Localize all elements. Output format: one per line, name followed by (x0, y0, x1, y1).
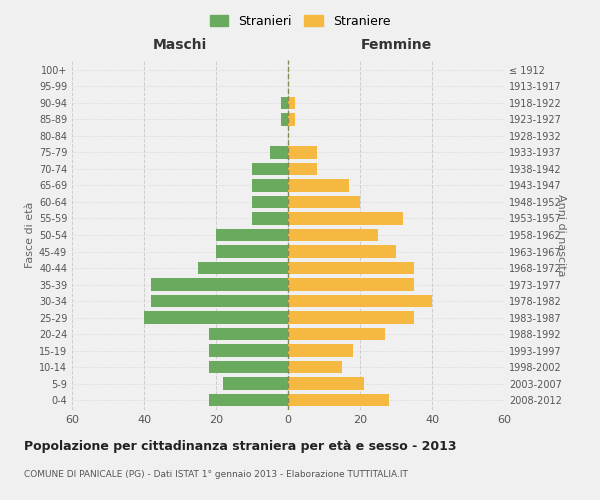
Bar (288, 180, 349, 192)
Bar (288, 361, 342, 374)
Text: Maschi: Maschi (153, 38, 207, 52)
Bar (209, 328, 288, 340)
Bar (288, 262, 414, 274)
Bar (288, 163, 317, 175)
Bar (288, 278, 414, 290)
Bar (281, 113, 288, 126)
Bar (151, 278, 288, 290)
Text: Popolazione per cittadinanza straniera per età e sesso - 2013: Popolazione per cittadinanza straniera p… (24, 440, 457, 453)
Bar (288, 146, 317, 158)
Bar (151, 295, 288, 307)
Bar (270, 146, 288, 158)
Bar (288, 246, 396, 258)
Bar (281, 96, 288, 109)
Bar (288, 96, 295, 109)
Bar (288, 196, 360, 208)
Bar (209, 361, 288, 374)
Y-axis label: Anni di nascita: Anni di nascita (556, 194, 566, 276)
Bar (288, 229, 378, 241)
Bar (252, 180, 288, 192)
Bar (288, 295, 432, 307)
Bar (288, 212, 403, 224)
Legend: Stranieri, Straniere: Stranieri, Straniere (206, 11, 394, 32)
Bar (288, 312, 414, 324)
Bar (252, 212, 288, 224)
Bar (223, 378, 288, 390)
Bar (252, 163, 288, 175)
Bar (288, 394, 389, 406)
Y-axis label: Fasce di età: Fasce di età (25, 202, 35, 268)
Text: COMUNE DI PANICALE (PG) - Dati ISTAT 1° gennaio 2013 - Elaborazione TUTTITALIA.I: COMUNE DI PANICALE (PG) - Dati ISTAT 1° … (24, 470, 408, 479)
Bar (198, 262, 288, 274)
Bar (288, 328, 385, 340)
Text: Femmine: Femmine (361, 38, 431, 52)
Bar (252, 196, 288, 208)
Bar (288, 378, 364, 390)
Bar (216, 246, 288, 258)
Bar (216, 229, 288, 241)
Bar (209, 394, 288, 406)
Bar (288, 344, 353, 357)
Bar (144, 312, 288, 324)
Bar (288, 113, 295, 126)
Bar (209, 344, 288, 357)
